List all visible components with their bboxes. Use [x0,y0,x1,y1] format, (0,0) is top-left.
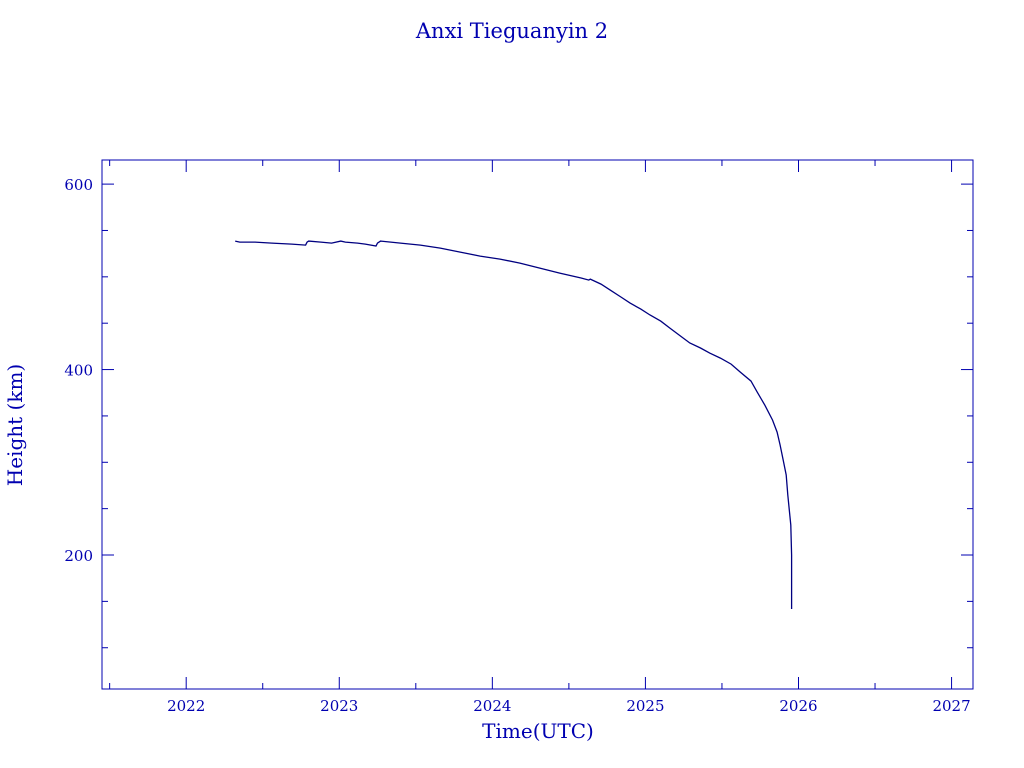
plot-frame [101,159,974,690]
x-tick-label: 2027 [932,697,970,715]
y-tick-label: 400 [64,362,93,380]
axis-ticks [102,160,973,689]
height-series-line [235,240,793,609]
y-axis-label: Height (km) [3,364,27,486]
y-tick-label: 200 [64,547,93,565]
x-tick-labels: 2022 2023 2024 2025 2026 2027 [167,697,971,715]
chart-title: Anxi Tieguanyin 2 [415,19,608,43]
x-tick-label: 2023 [320,697,358,715]
x-tick-label: 2022 [167,697,205,715]
x-tick-label: 2024 [473,697,511,715]
y-tick-labels: 200 400 600 [64,176,93,565]
y-tick-label: 600 [64,176,93,194]
x-axis-label: Time(UTC) [482,719,594,743]
x-tick-label: 2025 [626,697,664,715]
x-tick-label: 2026 [779,697,817,715]
